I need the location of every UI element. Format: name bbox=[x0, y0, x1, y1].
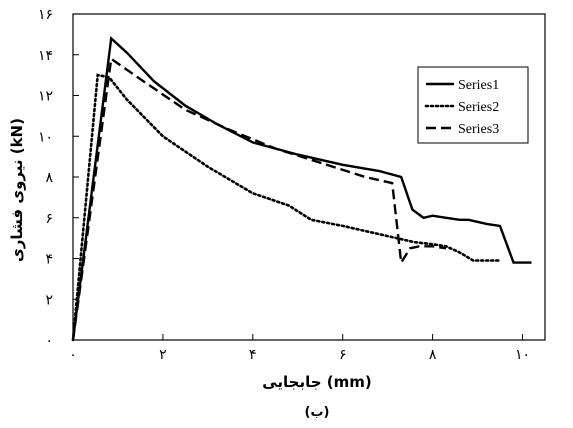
figure-caption: (ب) bbox=[305, 405, 330, 420]
x-axis-ticks: ۰ ۲ ۴ ۶ ۸ ۱۰ bbox=[69, 334, 530, 363]
series-line-2 bbox=[71, 73, 502, 342]
y-axis-title: نیروی فشاری (kN) bbox=[8, 118, 26, 262]
y-tick-label: ۰ bbox=[45, 333, 53, 349]
legend-label-3: Series3 bbox=[458, 122, 499, 137]
x-tick-label: ۰ bbox=[69, 347, 77, 363]
y-tick-label: ۱۰ bbox=[38, 129, 53, 145]
y-tick-label: ۱۶ bbox=[38, 7, 53, 23]
series-line-1 bbox=[71, 35, 532, 341]
series-lines bbox=[71, 35, 532, 342]
y-tick-label: ۱۴ bbox=[38, 48, 53, 64]
y-tick-label: ۲ bbox=[45, 292, 53, 308]
y-tick-label: ۸ bbox=[45, 170, 53, 186]
legend: Series1 Series2 Series3 bbox=[417, 66, 529, 144]
y-tick-label: ۶ bbox=[45, 211, 53, 227]
x-axis-title: جابجایی (mm) bbox=[262, 373, 372, 391]
y-axis-ticks: ۰ ۲ ۴ ۶ ۸ ۱۰ ۱۲ ۱۴ ۱۶ bbox=[38, 7, 79, 349]
x-tick-label: ۱۰ bbox=[515, 347, 530, 363]
legend-label-2: Series2 bbox=[458, 100, 499, 115]
x-tick-label: ۸ bbox=[429, 347, 437, 363]
plot-frame bbox=[72, 13, 546, 341]
x-tick-label: ۴ bbox=[249, 347, 257, 363]
series-line-3 bbox=[71, 56, 447, 341]
x-tick-label: ۲ bbox=[159, 347, 167, 363]
x-tick-label: ۶ bbox=[339, 347, 347, 363]
y-tick-label: ۱۲ bbox=[38, 89, 53, 105]
legend-label-1: Series1 bbox=[458, 78, 499, 93]
y-tick-label: ۴ bbox=[45, 252, 53, 268]
plot-area-border bbox=[72, 13, 546, 341]
